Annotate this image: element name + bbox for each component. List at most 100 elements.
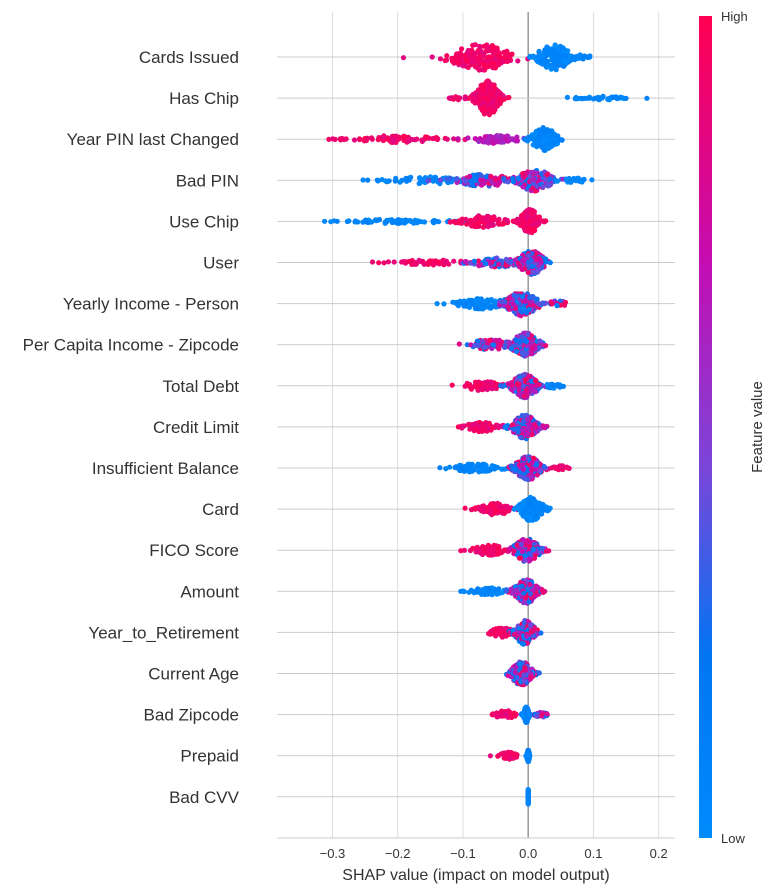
shap-point bbox=[529, 263, 535, 269]
shap-point bbox=[508, 346, 515, 352]
shap-point bbox=[530, 185, 536, 191]
shap-point bbox=[537, 338, 543, 344]
shap-point bbox=[546, 548, 552, 554]
shap-point bbox=[606, 96, 612, 103]
shap-point bbox=[500, 221, 506, 227]
shap-point bbox=[530, 496, 537, 502]
shap-point bbox=[495, 139, 501, 145]
shap-point bbox=[519, 548, 526, 555]
shap-point bbox=[527, 502, 533, 509]
shap-point bbox=[524, 431, 530, 437]
shap-point bbox=[462, 505, 468, 511]
shap-point bbox=[529, 432, 535, 438]
shap-point bbox=[519, 266, 525, 272]
shap-point bbox=[405, 176, 411, 182]
shap-point bbox=[513, 664, 519, 670]
shap-point bbox=[326, 136, 332, 142]
shap-point bbox=[462, 94, 468, 100]
shap-point bbox=[599, 94, 606, 100]
shap-point bbox=[475, 343, 481, 349]
shap-point bbox=[526, 599, 532, 605]
shap-point bbox=[449, 382, 455, 388]
shap-point bbox=[523, 338, 530, 345]
shap-point bbox=[521, 393, 527, 400]
shap-point bbox=[528, 257, 534, 263]
shap-point bbox=[470, 545, 476, 551]
shap-point bbox=[525, 331, 531, 338]
shap-point bbox=[533, 466, 539, 472]
shap-point bbox=[533, 130, 539, 136]
shap-point bbox=[511, 548, 517, 554]
shap-point bbox=[486, 631, 492, 637]
shap-point bbox=[489, 592, 495, 598]
shap-point bbox=[488, 109, 494, 115]
shap-point bbox=[455, 136, 461, 142]
shap-point bbox=[620, 95, 626, 101]
shap-point bbox=[486, 87, 492, 93]
shap-point bbox=[521, 173, 527, 179]
shap-point bbox=[521, 672, 527, 678]
shap-point bbox=[373, 217, 379, 223]
shap-point bbox=[465, 47, 471, 54]
shap-point bbox=[536, 255, 542, 261]
shap-point bbox=[482, 95, 488, 101]
shap-point bbox=[557, 384, 563, 390]
shap-point bbox=[523, 350, 529, 356]
shap-point bbox=[595, 94, 601, 100]
shap-point bbox=[533, 383, 539, 389]
shap-point bbox=[559, 463, 565, 469]
shap-point bbox=[459, 216, 465, 222]
shap-point bbox=[511, 218, 518, 224]
shap-point bbox=[416, 257, 422, 263]
shap-point bbox=[544, 44, 550, 50]
shap-point bbox=[535, 506, 541, 512]
shap-point bbox=[437, 465, 443, 471]
shap-point bbox=[492, 509, 498, 515]
shap-point bbox=[462, 52, 468, 59]
shap-point bbox=[391, 259, 397, 265]
shap-point bbox=[520, 466, 527, 472]
shap-point bbox=[530, 176, 537, 182]
shap-point bbox=[525, 135, 531, 141]
shap-point bbox=[478, 89, 484, 95]
shap-point bbox=[513, 348, 520, 355]
shap-point bbox=[490, 215, 496, 221]
shap-point bbox=[376, 135, 382, 141]
shap-point bbox=[451, 258, 457, 264]
shap-point bbox=[341, 136, 347, 143]
shap-point bbox=[512, 257, 519, 263]
shap-point bbox=[469, 468, 475, 474]
shap-point bbox=[534, 713, 540, 719]
shap-point bbox=[540, 139, 546, 145]
shap-point bbox=[520, 427, 526, 433]
shap-point bbox=[509, 422, 516, 428]
shap-point bbox=[554, 178, 561, 184]
shap-point bbox=[531, 222, 537, 228]
shap-point bbox=[521, 305, 527, 312]
shap-point bbox=[575, 54, 581, 60]
shap-point bbox=[540, 300, 546, 306]
shap-point bbox=[435, 259, 441, 265]
shap-point bbox=[480, 139, 487, 145]
shap-point bbox=[376, 260, 382, 266]
shap-point bbox=[490, 53, 496, 59]
shap-point bbox=[488, 304, 494, 310]
shap-point bbox=[463, 57, 469, 64]
shap-point bbox=[499, 299, 505, 305]
shap-point bbox=[444, 53, 450, 59]
shap-point bbox=[458, 548, 464, 554]
shap-point bbox=[527, 591, 534, 597]
shap-point bbox=[505, 179, 511, 185]
shap-point bbox=[508, 714, 514, 720]
shap-point bbox=[453, 464, 459, 470]
shap-point bbox=[586, 95, 592, 101]
shap-point bbox=[357, 136, 363, 142]
shap-point bbox=[478, 61, 484, 67]
shap-point bbox=[449, 55, 455, 61]
shap-point bbox=[536, 49, 542, 55]
shap-point bbox=[503, 263, 509, 269]
shap-point bbox=[390, 136, 396, 142]
shap-point bbox=[334, 218, 340, 224]
shap-point bbox=[425, 260, 431, 266]
shap-point bbox=[441, 301, 447, 307]
